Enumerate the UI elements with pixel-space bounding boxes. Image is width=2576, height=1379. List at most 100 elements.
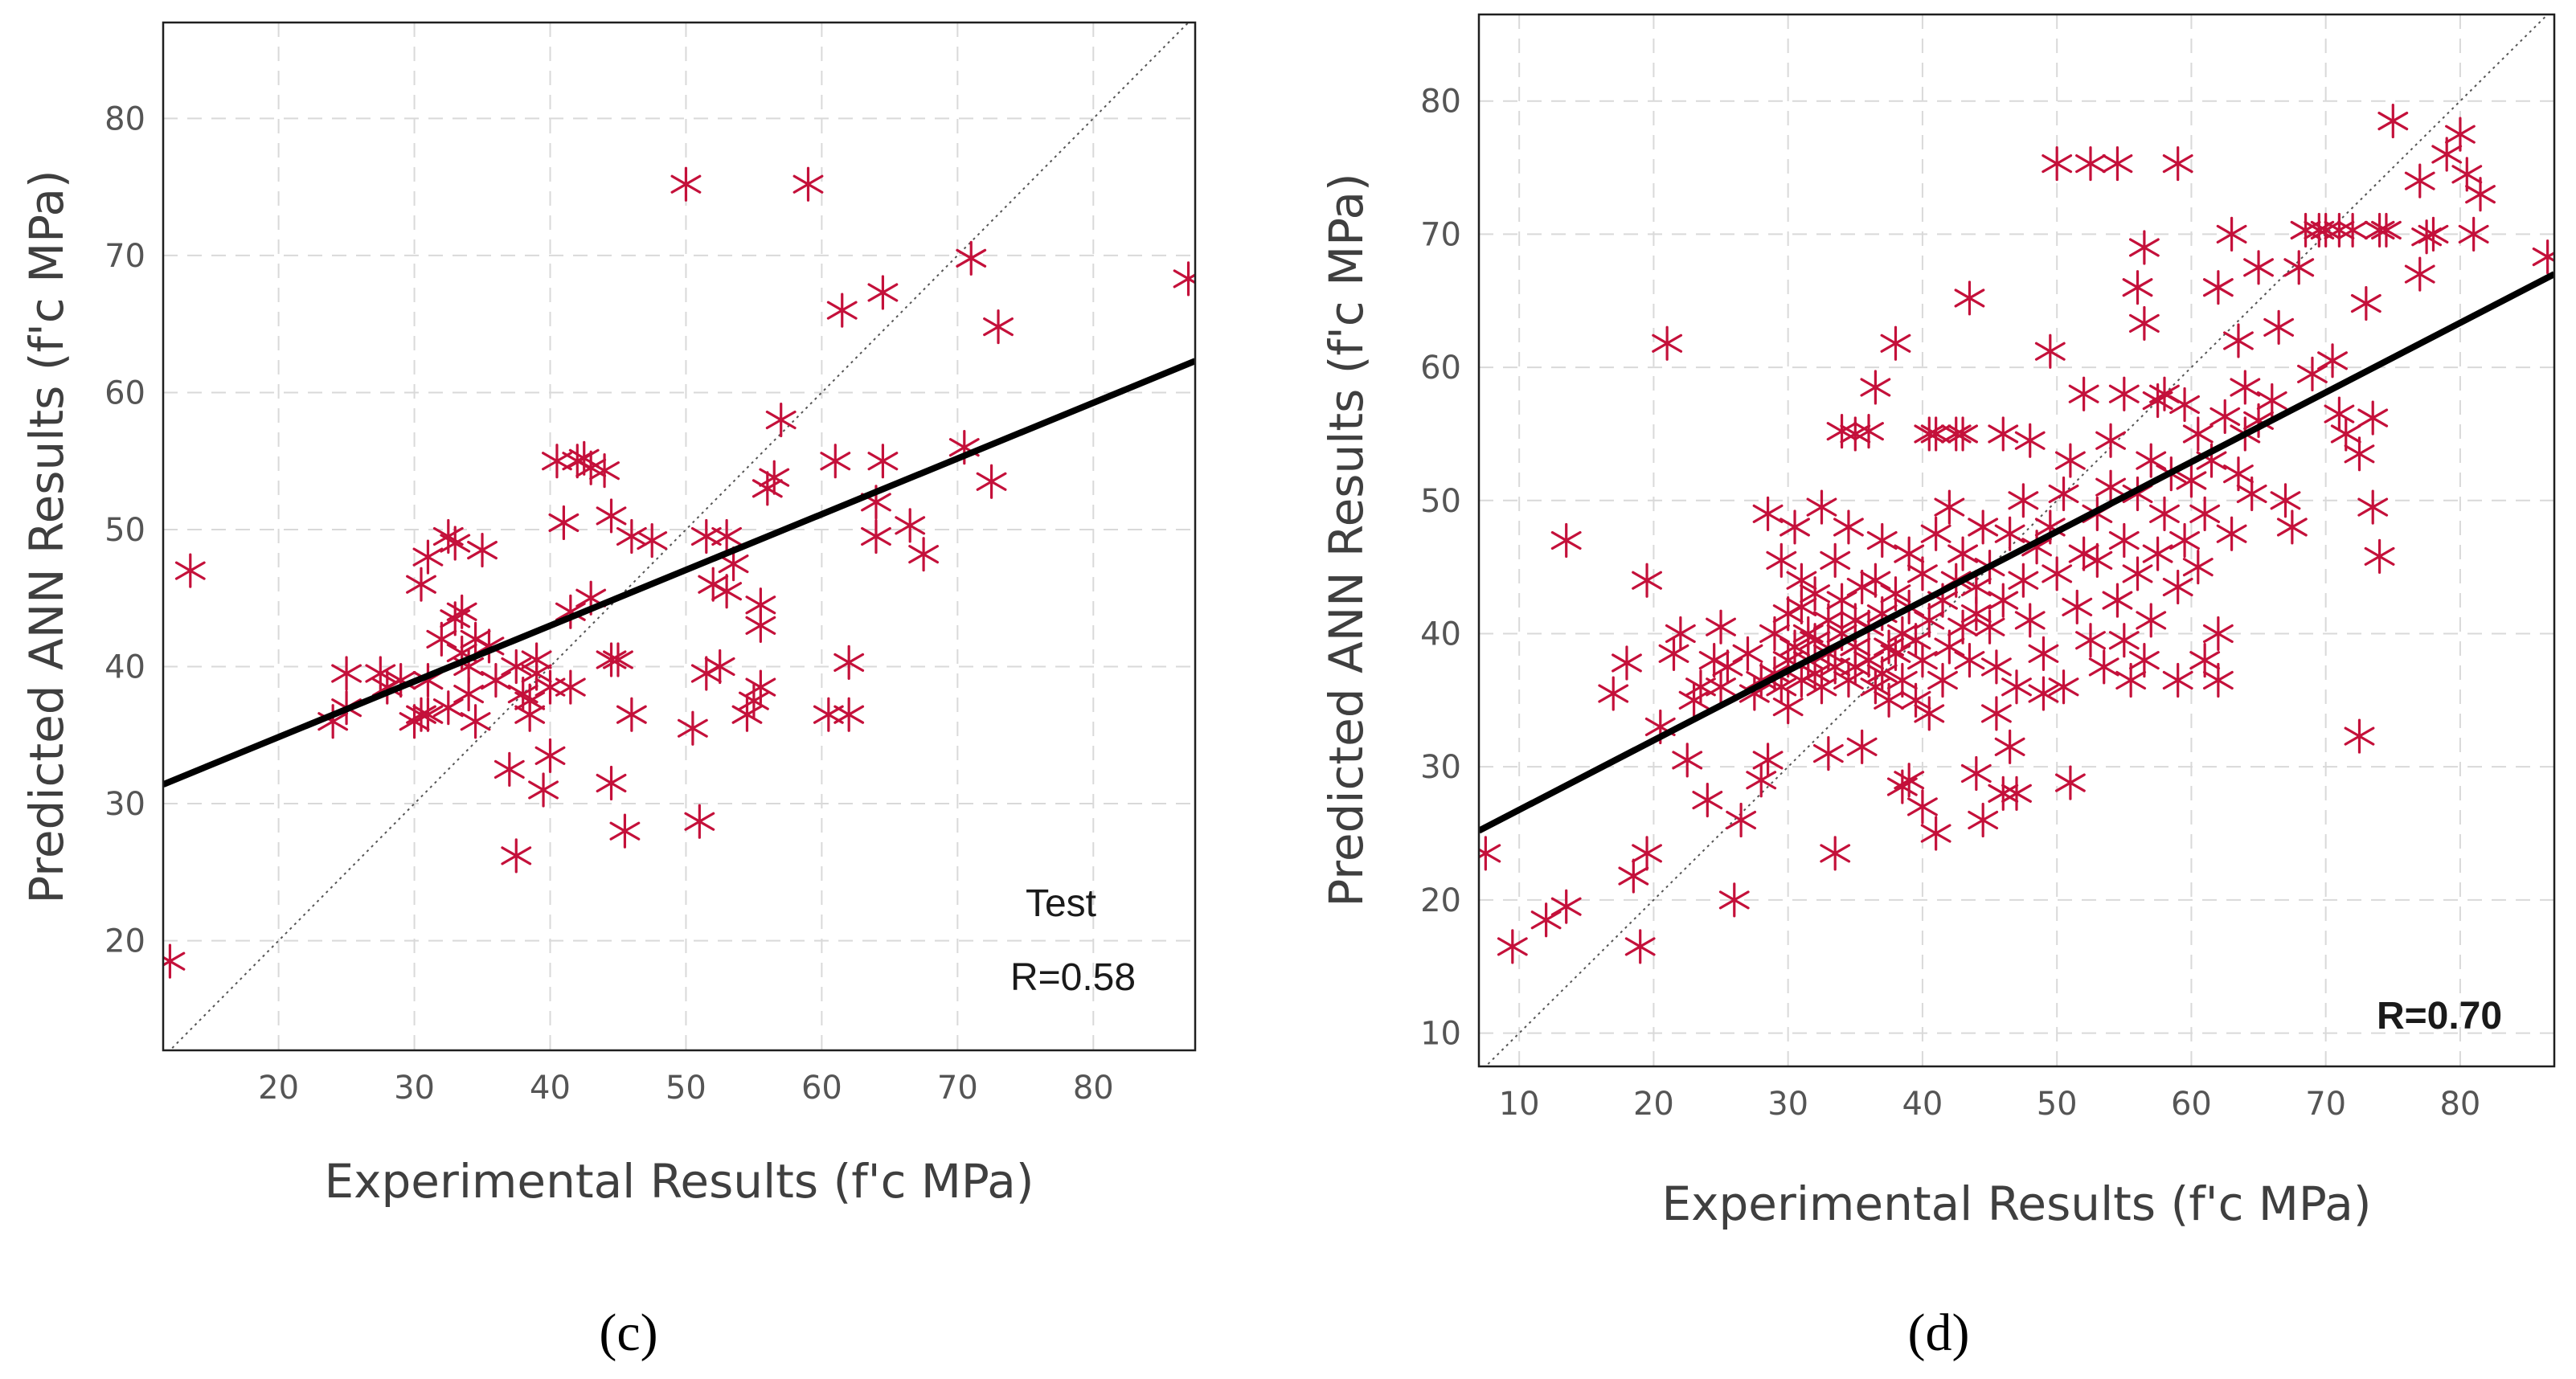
chart-d-point [1900,682,1931,718]
chart-d-point [2357,400,2389,436]
chart-d-point [1618,858,1649,894]
chart-d-point [1779,629,1810,665]
chart-c-point [481,662,511,698]
chart-c-point [616,518,647,554]
chart-d-point [2189,643,2221,678]
chart-c-point [956,240,987,276]
chart-c-point [867,275,899,310]
chart-d-point [2337,212,2369,248]
chart-d-point [1853,414,1884,449]
chart-d-ytick-label: 60 [1420,350,1461,387]
chart-c-point [759,460,790,495]
chart-c-point [501,838,532,874]
chart-c-xtick-label: 80 [1073,1070,1114,1107]
chart-d-point [2324,212,2355,248]
chart-d-ytick-label: 80 [1420,84,1461,121]
chart-c-point [446,594,477,629]
chart-c-fit-line [163,358,1195,788]
chart-c-xtick-label: 70 [937,1070,978,1107]
chart-c-point [426,621,457,657]
chart-d-fit-line [1479,271,2554,834]
chart-d-point [2182,416,2214,452]
chart-c-ytick-label: 40 [104,649,145,686]
chart-d-point [1772,690,1804,725]
chart-d-point [1826,583,1857,618]
chart-d-point [1920,516,1951,551]
chart-d-point [1968,509,1999,545]
chart-d-point [1550,522,1582,559]
chart-c-point [792,166,824,202]
chart-d-point [1874,682,1905,718]
chart-c-point [976,464,1007,499]
chart-d-point [2048,669,2079,705]
chart-d-point [2075,623,2106,658]
chart-d-point [2128,643,2160,678]
chart-d-point [1866,656,1898,691]
chart-c: 20 30 40 50 60 70 80 20 30 40 50 60 70 80 Experimental… [19,21,1197,1362]
chart-d-point [1846,729,1878,764]
chart-d: 10 20 30 40 50 60 70 80 10 20 30 40 50 60 70 80 Experime… [1319,13,2556,1362]
chart-c-xtick-label: 40 [530,1070,571,1107]
chart-d-point [1632,563,1662,598]
chart-c-point [704,649,735,685]
chart-d-point [1658,636,1689,671]
chart-d-point [2068,376,2099,411]
chart-d-point [2236,476,2267,512]
chart-d-point [1746,763,1777,798]
chart-d-point [1947,609,1979,644]
chart-c-point [867,444,899,479]
chart-d-point [1914,416,1945,452]
chart-c-point [174,553,206,588]
chart-d-ytick-label: 20 [1420,882,1461,919]
chart-d-point [2283,250,2315,285]
chart-d-point [2176,463,2207,498]
chart-d-point [1914,696,1945,731]
chart-d-y-axis-title: Predicted ANN Results (f'c MPa) [1319,173,1374,906]
chart-d-point [1934,489,1965,525]
chart-d-point [1954,643,1985,678]
chart-d-point [2122,556,2153,591]
chart-d-point [2108,522,2140,559]
chart-d-point [2263,309,2295,345]
chart-c-point [826,293,858,328]
chart-d-point [2445,117,2476,152]
chart-d-point [2202,616,2234,652]
chart-d-point [1652,325,1683,361]
chart-d-point [2350,285,2381,321]
chart-d-point [1894,536,1925,571]
chart-d-point [2108,623,2140,658]
chart-d-point [2230,370,2261,405]
chart-c-point [331,656,362,691]
chart-d-point [2465,177,2496,212]
chart-d-point [1894,763,1925,798]
chart-d-point [1479,836,1501,871]
chart-d-point [1920,416,1951,452]
chart-d-point [2001,775,2032,811]
chart-d-point [2028,676,2059,711]
chart-d-point [1766,542,1797,578]
chart-d-point [1806,489,1837,525]
chart-d-point [1880,636,1911,671]
chart-d-point [2042,556,2073,591]
chart-c-point [514,683,546,718]
chart-d-point [1530,902,1562,938]
chart-d-point [1860,563,1891,598]
chart-d-point [1806,669,1837,705]
chart-d-point [1820,836,1851,871]
chart-d-point [1907,643,1938,678]
chart-d-point [1759,616,1790,652]
chart-d-point [1718,882,1750,918]
chart-d-point [2189,496,2221,531]
chart-c-annotation-title: Test [1026,882,1096,925]
chart-d-point [2142,536,2173,571]
chart-c-point [616,697,647,732]
chart-d-point [2162,569,2193,605]
chart-c-point [684,804,715,839]
chart-d-point [1752,743,1784,778]
chart-d-point [2532,239,2554,275]
chart-d-point [2202,270,2234,305]
chart-c-point [1173,261,1195,297]
chart-d-point [1954,280,1985,316]
chart-c-point [596,642,627,677]
chart-c-point [596,765,627,801]
